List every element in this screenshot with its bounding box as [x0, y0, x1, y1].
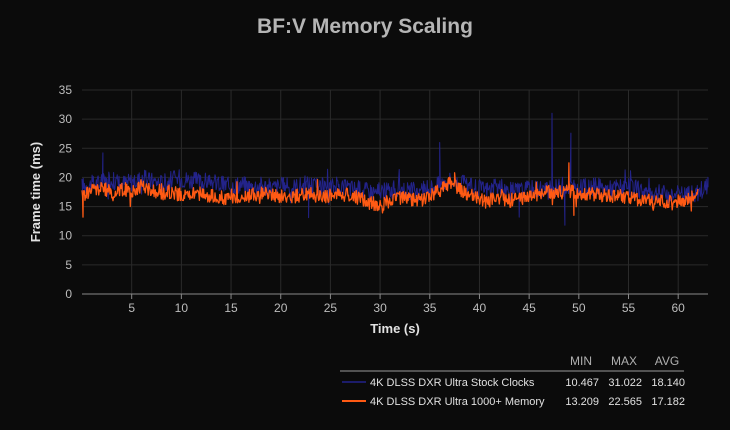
legend-min-1000-memory: 13.209 — [565, 396, 599, 408]
y-tick-label: 20 — [59, 170, 73, 184]
legend: MIN MAX AVG 4K DLSS DXR Ultra Stock Cloc… — [340, 354, 685, 408]
y-tick-label: 15 — [59, 200, 73, 214]
legend-max-1000-memory: 22.565 — [608, 396, 642, 408]
legend-avg-1000-memory: 17.182 — [651, 396, 685, 408]
legend-label-stock-clocks: 4K DLSS DXR Ultra Stock Clocks — [370, 377, 535, 389]
y-axis-ticks: 0 5 10 15 20 25 30 35 — [59, 83, 73, 301]
y-axis-label: Frame time (ms) — [28, 142, 43, 242]
legend-min-stock-clocks: 10.467 — [565, 377, 599, 389]
y-tick-label: 10 — [59, 229, 73, 243]
legend-avg-stock-clocks: 18.140 — [651, 377, 685, 389]
x-tick-label: 50 — [572, 301, 586, 315]
x-tick-label: 10 — [175, 301, 189, 315]
y-tick-label: 0 — [65, 287, 72, 301]
x-tick-label: 20 — [274, 301, 288, 315]
series-layer — [81, 112, 709, 226]
x-axis-ticks: 5 10 15 20 25 30 35 40 45 50 55 60 — [128, 294, 685, 315]
x-tick-label: 45 — [522, 301, 536, 315]
x-axis-label: Time (s) — [370, 321, 420, 336]
legend-header-min: MIN — [570, 354, 592, 368]
x-tick-label: 55 — [622, 301, 636, 315]
series-line-1 — [81, 162, 699, 218]
y-tick-label: 5 — [65, 258, 72, 272]
legend-max-stock-clocks: 31.022 — [608, 377, 642, 389]
x-tick-label: 40 — [473, 301, 487, 315]
x-tick-label: 60 — [672, 301, 686, 315]
x-tick-label: 5 — [128, 301, 135, 315]
legend-header-avg: AVG — [655, 354, 679, 368]
x-tick-label: 15 — [224, 301, 238, 315]
x-tick-label: 30 — [373, 301, 387, 315]
y-tick-label: 35 — [59, 83, 73, 97]
x-tick-label: 35 — [423, 301, 437, 315]
y-tick-label: 30 — [59, 112, 73, 126]
x-tick-label: 25 — [324, 301, 338, 315]
legend-label-1000-memory: 4K DLSS DXR Ultra 1000+ Memory — [370, 396, 545, 408]
legend-header-max: MAX — [611, 354, 637, 368]
y-tick-label: 25 — [59, 141, 73, 155]
chart-title: BF:V Memory Scaling — [257, 15, 473, 38]
series-line-0 — [81, 112, 709, 226]
